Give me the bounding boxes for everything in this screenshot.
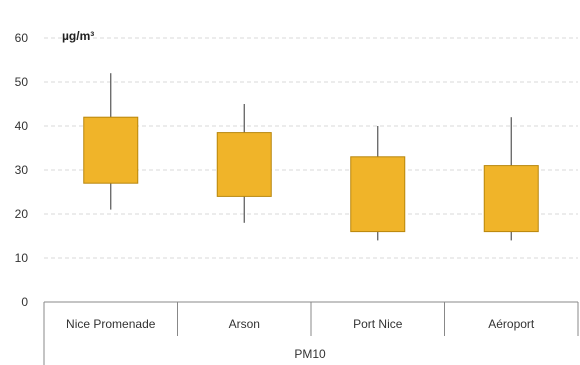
box-3 [483,165,539,233]
x-axis-group-label: PM10 [294,347,326,361]
category-label-1: Arson [229,317,260,331]
box-2 [350,156,406,233]
box-1 [216,132,272,197]
box-0 [83,116,139,184]
y-tick-label-6: 60 [15,31,29,45]
x-axis [43,301,579,365]
y-axis-ticks: 0 10 20 30 40 50 60 [15,31,29,309]
y-tick-label-0: 0 [21,295,28,309]
category-label-0: Nice Promenade [66,317,156,331]
y-tick-label-3: 30 [15,163,29,177]
y-tick-label-2: 20 [15,207,29,221]
y-tick-label-5: 50 [15,75,29,89]
y-tick-label-4: 40 [15,119,29,133]
y-axis-unit-label: µg/m³ [62,29,94,43]
y-tick-label-1: 10 [15,251,29,265]
x-axis-categories: Nice Promenade Arson Port Nice Aéroport [66,317,535,331]
box-series [83,73,539,241]
category-label-3: Aéroport [488,317,535,331]
category-label-2: Port Nice [353,317,403,331]
